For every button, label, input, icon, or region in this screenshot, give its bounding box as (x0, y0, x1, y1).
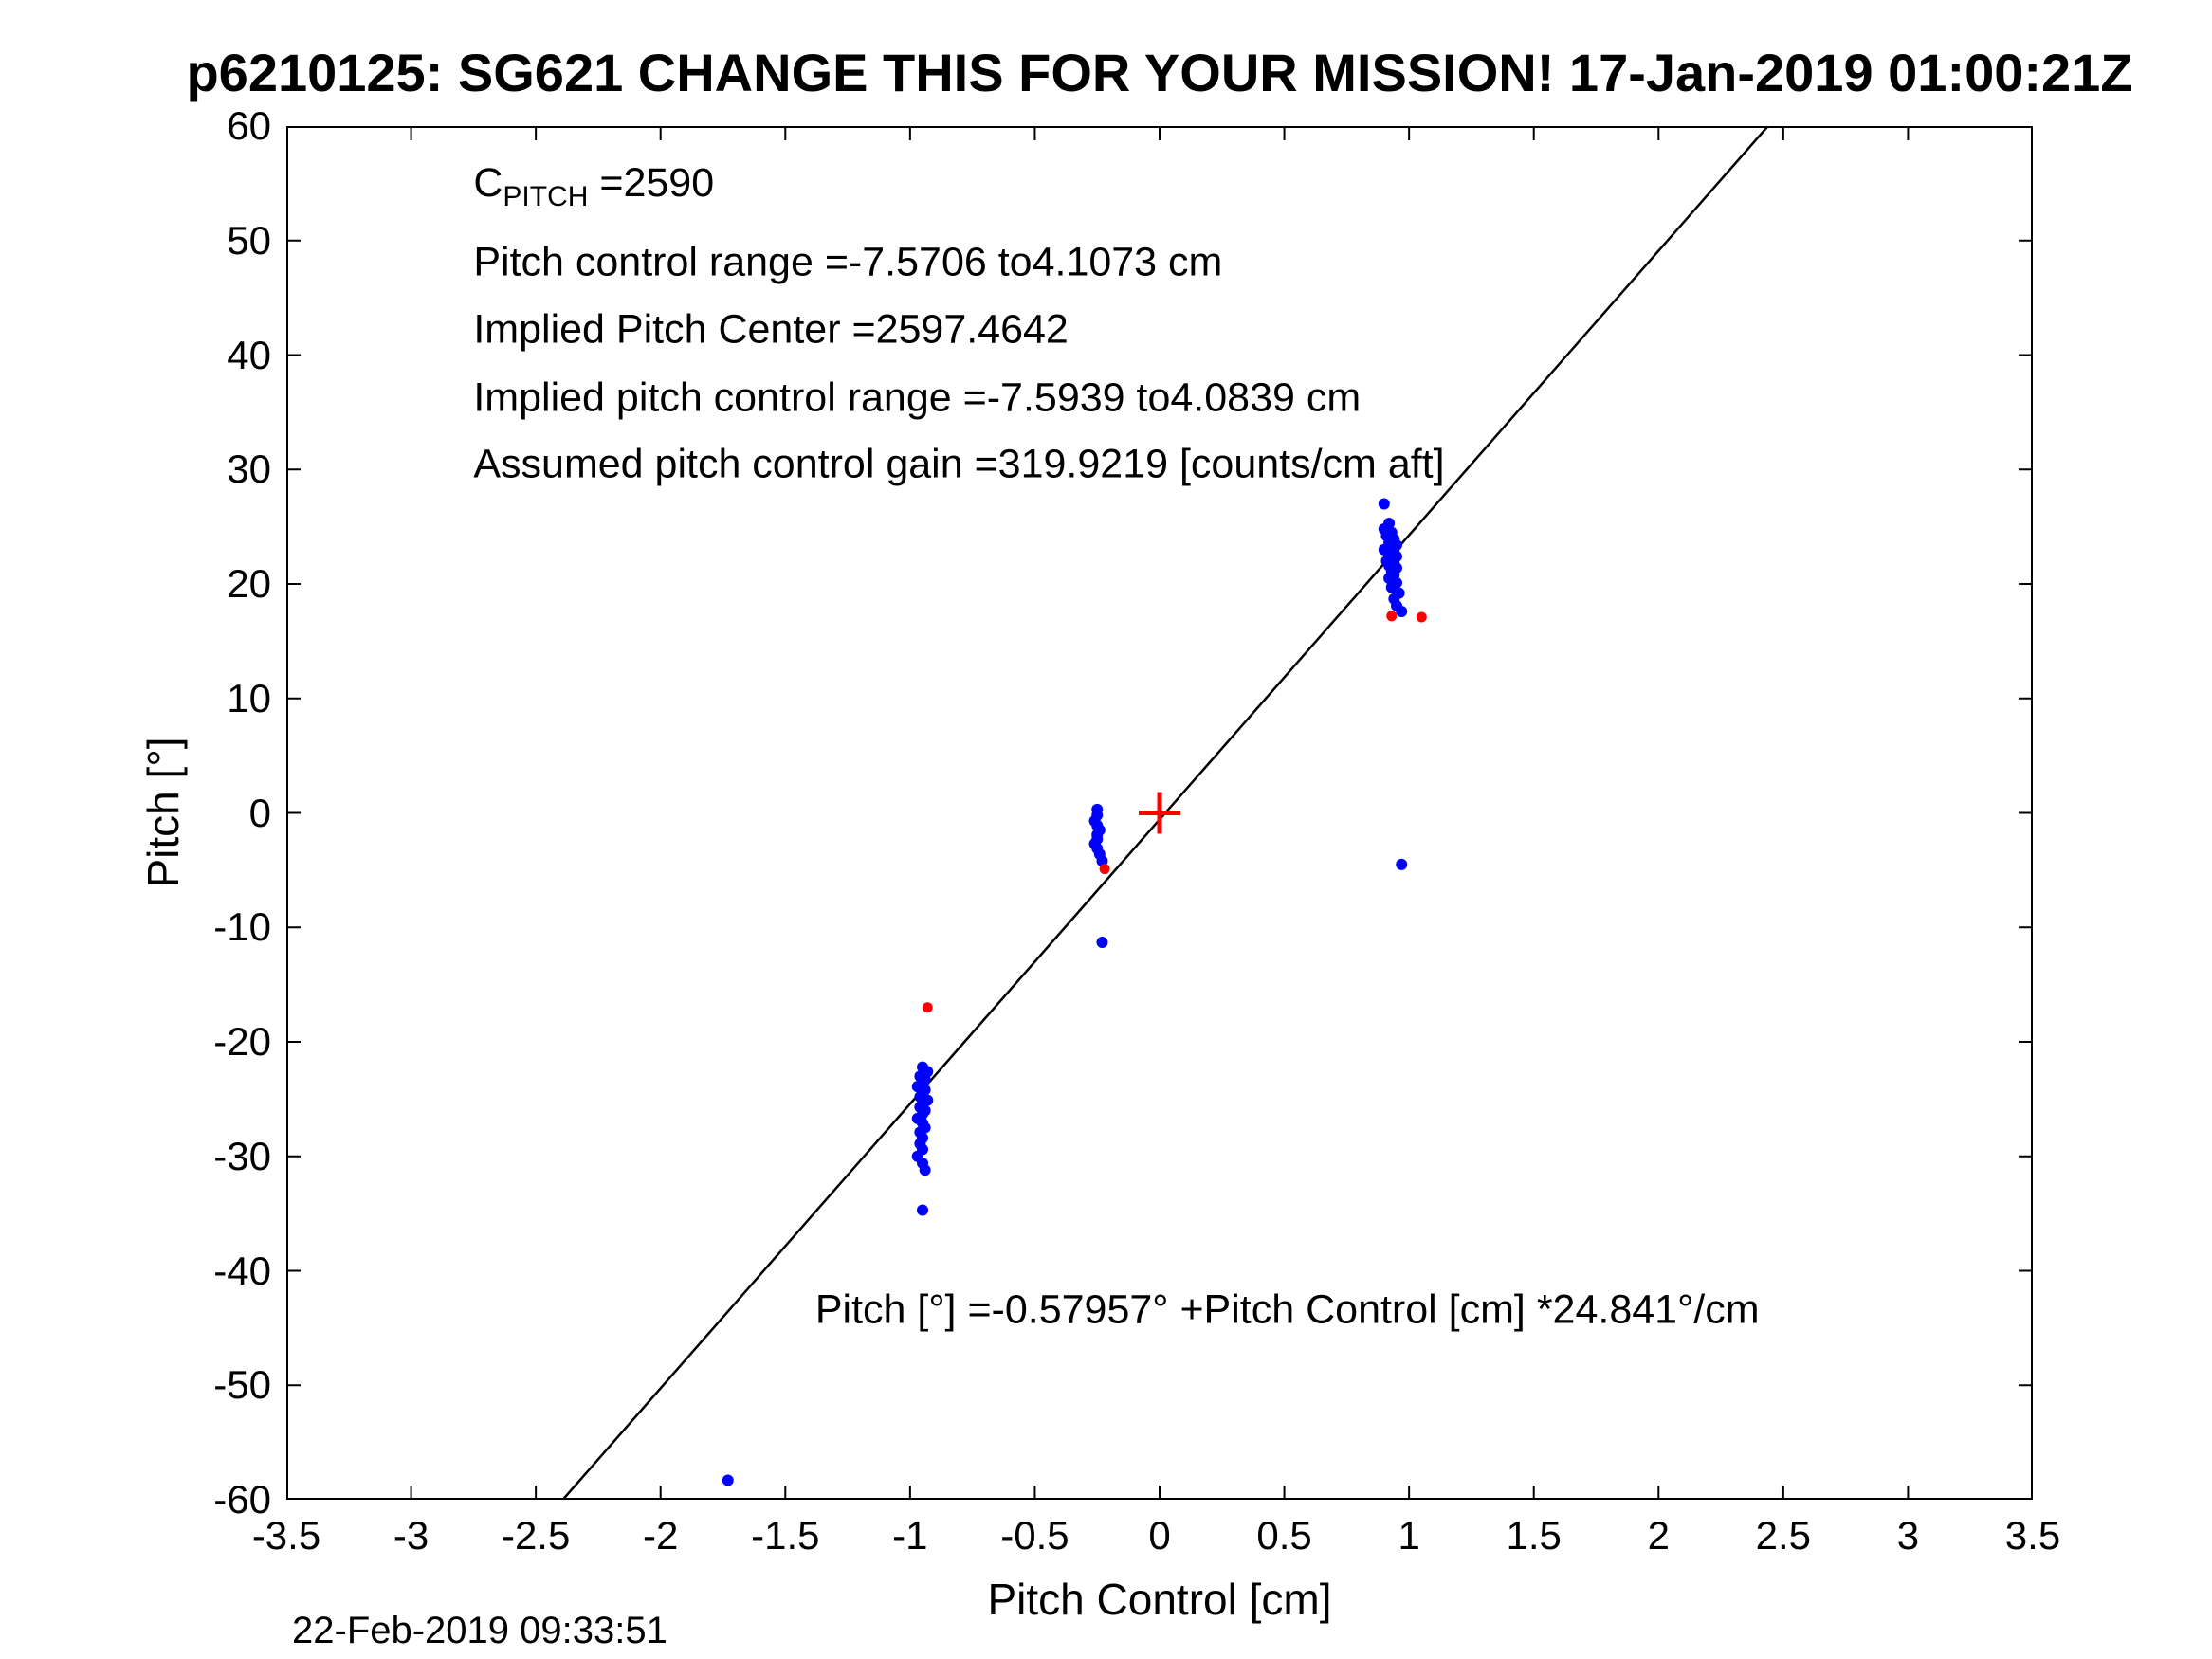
y-tick-label: 50 (227, 217, 271, 263)
plot-canvas (286, 126, 2033, 1500)
plot-area: CPITCH =2590 Pitch control range =-7.570… (286, 126, 2033, 1500)
x-tick-label: 3 (1896, 1513, 1920, 1558)
timestamp: 22-Feb-2019 09:33:51 (292, 1610, 667, 1651)
pitch-data-point (1396, 605, 1408, 617)
flagged-points-point (1099, 864, 1110, 875)
x-tick-label: 1 (1398, 1513, 1420, 1558)
x-tick-label: 0 (1148, 1513, 1171, 1558)
flagged-points-point (1416, 611, 1427, 623)
x-tick-label: -2.5 (501, 1513, 571, 1558)
pitch-data-point (919, 1164, 931, 1176)
y-tick-label: -50 (213, 1362, 271, 1408)
x-tick-label: -3 (393, 1513, 430, 1558)
flagged-points-point (922, 1002, 933, 1013)
x-tick-label: 3.5 (2004, 1513, 2061, 1558)
x-tick-label: -0.5 (1000, 1513, 1069, 1558)
x-tick-label: 1.5 (1506, 1513, 1562, 1558)
x-axis-label: Pitch Control [cm] (987, 1575, 1332, 1624)
x-tick-label: 2 (1647, 1513, 1670, 1558)
pitch-data-point (1378, 498, 1390, 510)
y-tick-label: -10 (213, 904, 271, 950)
y-tick-label: 20 (227, 561, 271, 606)
y-tick-label: 0 (248, 790, 271, 835)
chart-title: p6210125: SG621 CHANGE THIS FOR YOUR MIS… (186, 43, 2133, 102)
y-tick-label: 10 (227, 675, 271, 720)
x-tick-label: -1 (892, 1513, 928, 1558)
pitch-data-point (917, 1204, 929, 1216)
y-tick-label: 30 (227, 447, 271, 492)
x-tick-label: -3.5 (251, 1513, 321, 1558)
pitch-data-point (1396, 858, 1408, 870)
x-tick-label: -2 (643, 1513, 679, 1558)
y-tick-label: 40 (227, 332, 271, 377)
x-tick-label: 0.5 (1256, 1513, 1312, 1558)
y-tick-label: -60 (213, 1477, 271, 1522)
pitch-data-point (1096, 936, 1108, 948)
pitch-data-point (722, 1474, 734, 1486)
title-row: p6210125: SG621 CHANGE THIS FOR YOUR MIS… (186, 42, 2132, 103)
x-tick-label: 2.5 (1755, 1513, 1812, 1558)
y-tick-label: -20 (213, 1019, 271, 1064)
y-tick-label: -30 (213, 1133, 271, 1178)
x-tick-label: -1.5 (751, 1513, 820, 1558)
y-tick-label: 60 (227, 103, 271, 148)
flagged-points-point (1386, 611, 1398, 622)
y-tick-label: -40 (213, 1248, 271, 1293)
